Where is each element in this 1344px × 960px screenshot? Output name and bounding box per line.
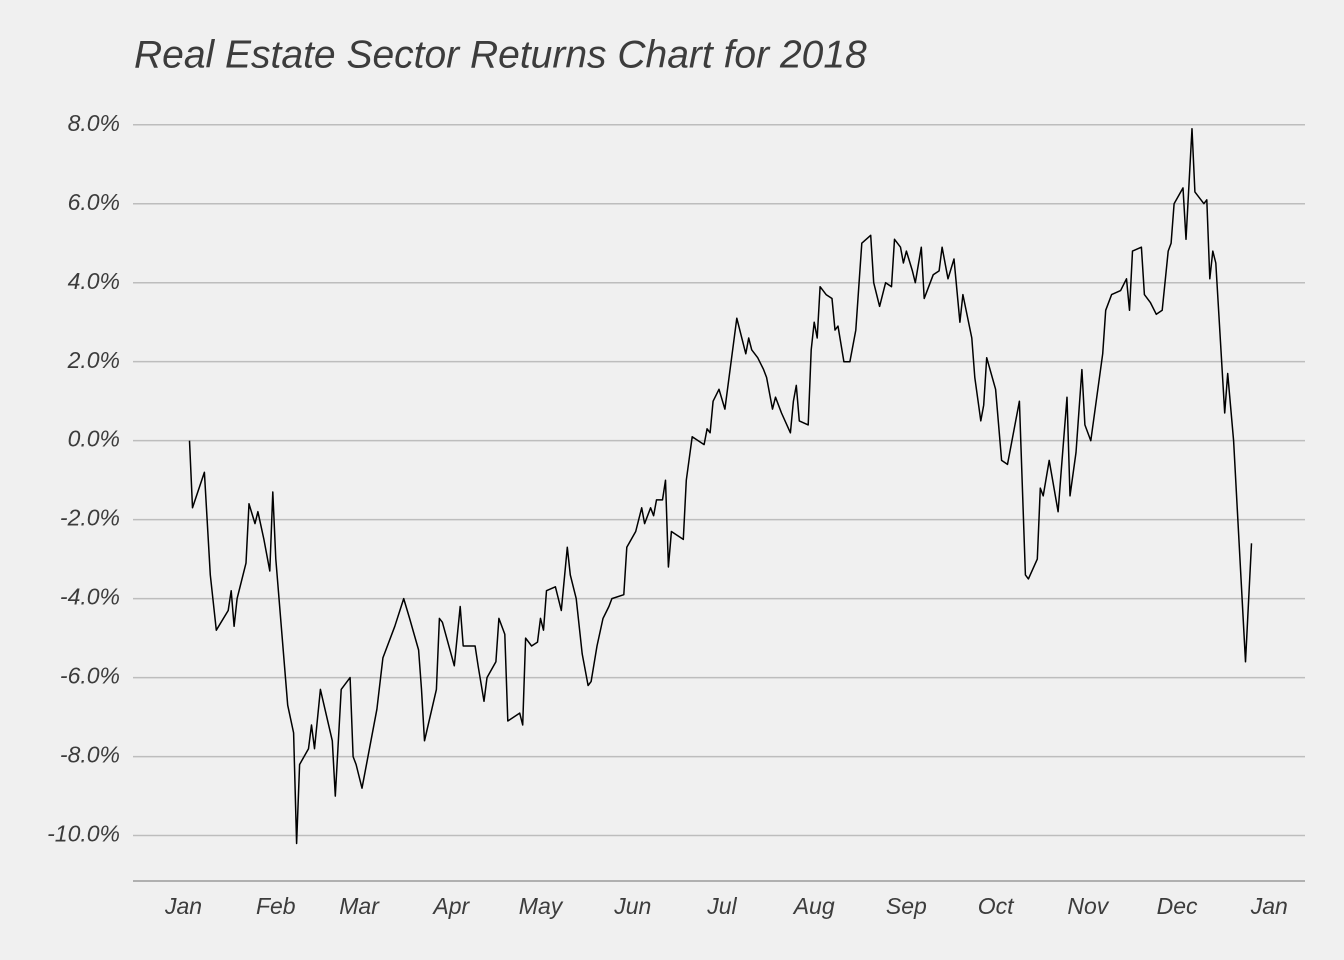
x-tick-label: May [519, 893, 564, 919]
y-tick-label: -10.0% [47, 821, 120, 847]
x-tick-label: Oct [978, 893, 1015, 919]
x-tick-label: Mar [339, 893, 380, 919]
y-tick-label: -6.0% [60, 663, 120, 689]
line [188, 127, 1253, 845]
x-tick-label: Sep [886, 893, 927, 919]
x-tick-label: Jun [613, 893, 651, 919]
x-tick-label: Jan [164, 893, 202, 919]
y-tick-label: 6.0% [68, 189, 120, 215]
chart-title: Real Estate Sector Returns Chart for 201… [134, 33, 867, 76]
x-tick-label: Nov [1067, 893, 1109, 919]
y-tick-label: 2.0% [67, 347, 120, 373]
y-tick-label: -2.0% [60, 505, 120, 531]
y-tick-label: -4.0% [60, 584, 120, 610]
y-tick-label: 0.0% [68, 426, 120, 452]
x-tick-label: Aug [792, 893, 835, 919]
y-tick-label: -8.0% [60, 742, 120, 768]
x-tick-label: Jan [1250, 893, 1288, 919]
x-tick-label: Feb [256, 893, 296, 919]
y-tick-label: 4.0% [68, 268, 120, 294]
x-tick-label: Jul [706, 893, 737, 919]
x-tick-label: Dec [1157, 893, 1198, 919]
y-tick-label: 8.0% [68, 110, 120, 136]
x-tick-label: Apr [431, 893, 470, 919]
